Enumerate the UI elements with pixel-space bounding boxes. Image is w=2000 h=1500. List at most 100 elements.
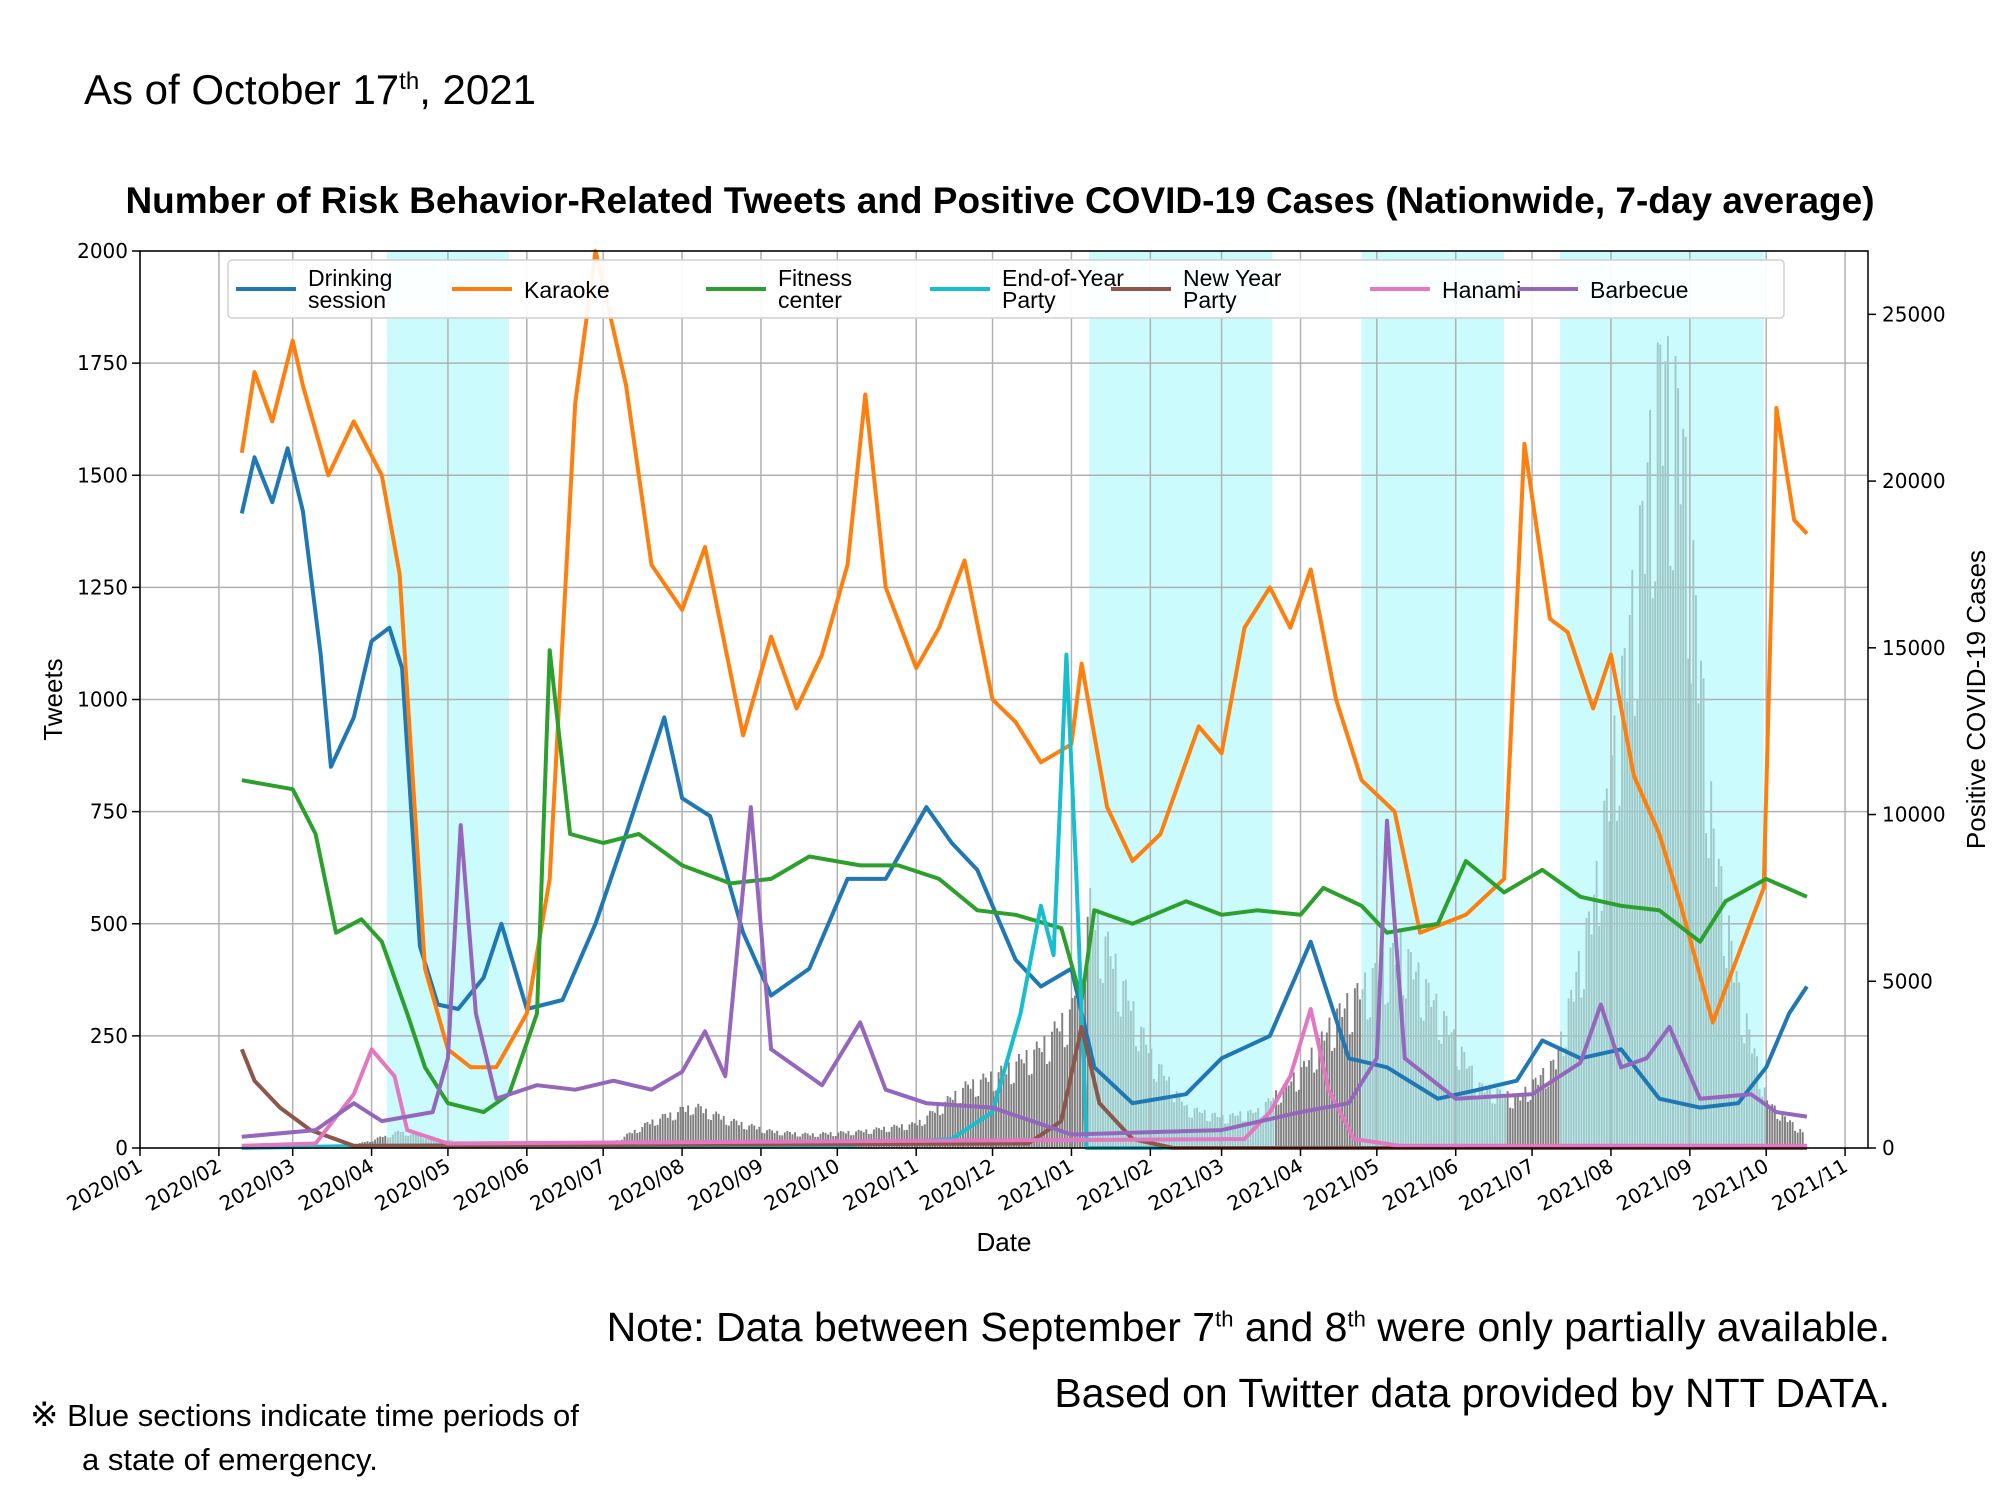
cases-bar: [1758, 1089, 1761, 1148]
cases-bar: [1572, 1001, 1575, 1148]
series-line-drinking-session: [239, 446, 1809, 1110]
cases-bar: [908, 1124, 911, 1148]
cases-bar: [1196, 1107, 1199, 1148]
tick-label-left: 1750: [77, 351, 128, 375]
cases-bar: [1320, 1031, 1323, 1148]
cases-bar: [1750, 1053, 1753, 1148]
cases-bar: [1241, 1121, 1244, 1148]
cases-bar: [1091, 915, 1094, 1148]
cases-bar: [1030, 1073, 1033, 1148]
cases-bar: [1689, 683, 1692, 1148]
cases-bar: [1231, 1112, 1234, 1148]
cases-bar: [1397, 950, 1400, 1148]
cases-bar: [1117, 1011, 1120, 1148]
cases-bar: [379, 1136, 382, 1148]
cases-bar: [1677, 388, 1680, 1148]
cases-bar: [659, 1118, 662, 1148]
cases-bar: [1529, 1099, 1532, 1148]
cases-bar: [661, 1114, 664, 1148]
cases-bar: [1725, 967, 1728, 1148]
cases-bar: [1544, 1088, 1547, 1148]
tick-label-x: 2021/09: [1612, 1154, 1696, 1216]
cases-bar: [875, 1127, 878, 1148]
cases-bar: [1361, 989, 1364, 1148]
series-line-hanami: [241, 1007, 1807, 1148]
cases-bar: [928, 1110, 931, 1148]
cases-bar: [419, 1134, 422, 1148]
cases-bar: [1295, 1091, 1298, 1148]
cases-bar: [1766, 1100, 1769, 1148]
cases-bar: [1509, 1107, 1512, 1148]
cases-bar: [1733, 982, 1736, 1148]
tick-label-x: 2021/03: [1144, 1154, 1228, 1216]
cases-bar: [1511, 1108, 1514, 1148]
cases-bar: [1626, 701, 1629, 1148]
cases-bar: [1756, 1056, 1758, 1148]
cases-bar: [1185, 1104, 1188, 1148]
cases-bar: [638, 1131, 641, 1148]
cases-bar: [995, 1090, 998, 1148]
cases-bar: [878, 1128, 880, 1148]
cases-bar: [1784, 1116, 1786, 1148]
cases-bar: [727, 1125, 730, 1148]
cases-bar: [1384, 1004, 1387, 1148]
cases-bar: [704, 1108, 707, 1148]
cases-bar: [1437, 1039, 1440, 1148]
cases-bar: [1193, 1108, 1196, 1148]
cases-bar: [1554, 1069, 1557, 1148]
tick-label-right: 20000: [1882, 469, 1946, 493]
cases-bar: [1506, 1091, 1509, 1148]
cases-bar: [1776, 1118, 1779, 1148]
cases-bar: [679, 1106, 682, 1148]
tick-label-left: 1250: [77, 575, 128, 599]
cases-bar: [1738, 982, 1741, 1148]
cases-bar: [954, 1090, 957, 1148]
cases-bar: [1610, 755, 1613, 1148]
cases-bar: [1613, 715, 1616, 1148]
cases-bar: [1089, 888, 1092, 1148]
cases-bar: [435, 1138, 438, 1148]
cases-bar: [956, 1104, 959, 1148]
cases-bar: [715, 1111, 718, 1148]
cases-bar: [1534, 1077, 1537, 1148]
cases-bar: [1598, 925, 1601, 1148]
legend-label: Fitness center: [778, 265, 852, 313]
cases-bar: [1516, 1095, 1519, 1148]
cases-bar: [1656, 342, 1659, 1148]
cases-bar: [1175, 1091, 1178, 1148]
cases-bar: [1318, 1037, 1321, 1148]
cases-bar: [674, 1119, 677, 1148]
cases-bar: [951, 1099, 954, 1148]
cases-bar: [1303, 1061, 1305, 1148]
cases-bar: [1140, 1026, 1143, 1148]
series-line-karaoke: [239, 249, 1809, 1070]
cases-bar: [1501, 1098, 1504, 1148]
cases-bar: [1000, 1065, 1003, 1148]
cases-bar: [666, 1117, 669, 1148]
cases-bar: [710, 1119, 712, 1148]
cases-bar: [1135, 1046, 1137, 1148]
cases-bar: [1127, 1000, 1130, 1148]
cases-bar: [898, 1127, 901, 1148]
cases-bar: [1672, 570, 1674, 1148]
cases-bar: [1206, 1120, 1209, 1148]
cases-bar: [391, 1134, 394, 1148]
cases-bar: [776, 1130, 779, 1148]
cases-bar: [1549, 1060, 1552, 1148]
cases-bar: [1387, 1002, 1389, 1148]
cases-bar: [1145, 1044, 1148, 1148]
cases-bar: [1491, 1103, 1494, 1148]
cases-bar: [1778, 1120, 1781, 1148]
cases-bar: [1094, 930, 1097, 1148]
cases-bar: [682, 1106, 684, 1148]
cases-bar: [1040, 1052, 1043, 1148]
cases-bar: [1771, 1104, 1774, 1148]
footnote-line-2: a state of emergency.: [82, 1442, 378, 1477]
tick-label-left: 1000: [77, 688, 128, 712]
cases-bar: [689, 1115, 692, 1148]
cases-bar: [1137, 1051, 1140, 1148]
tick-label-right: 10000: [1882, 803, 1946, 827]
cases-bar: [1132, 1001, 1135, 1148]
tick-label-x: 2020/07: [526, 1154, 610, 1216]
cases-bar: [936, 1105, 939, 1148]
